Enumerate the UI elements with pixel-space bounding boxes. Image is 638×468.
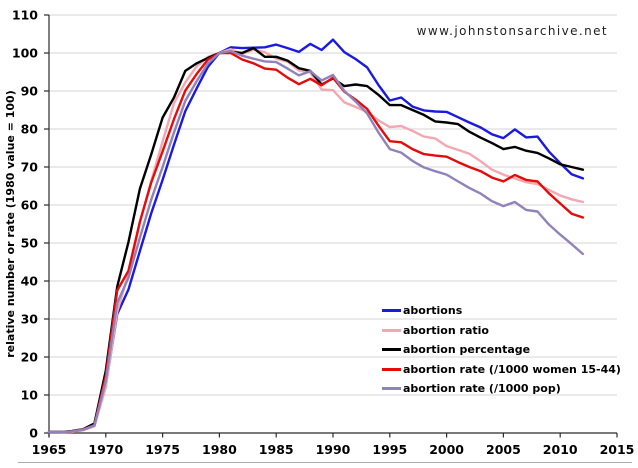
legend-label: abortion ratio <box>403 323 489 337</box>
legend-swatch <box>382 387 401 391</box>
legend-label: abortion rate (/1000 women 15-44) <box>403 362 621 376</box>
x-tick-label: 2010 <box>543 442 578 457</box>
watermark-text: www.johnstonsarchive.net <box>416 24 608 38</box>
legend: abortions abortion ratio abortion percen… <box>382 301 621 399</box>
series-line-abortion-rate-1000-pop <box>47 49 585 434</box>
y-axis-title: relative number or rate (1980 value = 10… <box>4 90 17 358</box>
x-tick-label: 2005 <box>486 442 521 457</box>
y-tick-label: 60 <box>21 198 39 213</box>
y-tick-label: 20 <box>21 350 39 365</box>
legend-item-abortion-rate-women: abortion rate (/1000 women 15-44) <box>382 360 621 380</box>
legend-item-abortion-rate-pop: abortion rate (/1000 pop) <box>382 379 621 399</box>
y-tick-label: 70 <box>21 160 39 175</box>
legend-swatch <box>382 367 401 371</box>
x-tick-label: 1985 <box>259 442 294 457</box>
x-tick-label: 1965 <box>32 442 67 457</box>
x-tick-label: 2015 <box>600 442 635 457</box>
x-tick-label: 1975 <box>145 442 180 457</box>
x-tick-label: 1970 <box>88 442 123 457</box>
x-tick-label: 2000 <box>429 442 464 457</box>
x-tick-label: 1990 <box>316 442 351 457</box>
legend-label: abortion rate (/1000 pop) <box>403 382 561 396</box>
legend-label: abortions <box>403 304 463 318</box>
y-tick-label: 90 <box>21 84 39 99</box>
series-line-abortion-rate-1000-women-15-44 <box>47 51 585 434</box>
x-tick-label: 1980 <box>202 442 237 457</box>
legend-swatch <box>382 328 401 332</box>
y-tick-label: 50 <box>21 236 39 251</box>
legend-item-abortions: abortions <box>382 301 621 321</box>
series-line-abortions <box>47 38 585 434</box>
y-tick-label: 30 <box>21 312 39 327</box>
series-line-abortion-percentage <box>47 46 585 434</box>
y-tick-label: 100 <box>12 46 38 61</box>
y-tick-label: 0 <box>29 426 38 441</box>
y-tick-label: 80 <box>21 122 39 137</box>
y-tick-label: 40 <box>21 274 39 289</box>
legend-item-abortion-percentage: abortion percentage <box>382 340 621 360</box>
legend-label: abortion percentage <box>403 343 531 357</box>
legend-item-abortion-ratio: abortion ratio <box>382 321 621 341</box>
legend-swatch <box>382 348 401 352</box>
y-tick-label: 10 <box>21 388 39 403</box>
x-tick-label: 1995 <box>372 442 407 457</box>
y-tick-label: 110 <box>12 8 38 23</box>
legend-swatch <box>382 309 401 313</box>
